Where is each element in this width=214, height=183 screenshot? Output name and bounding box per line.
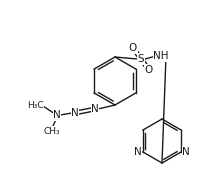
- Text: O: O: [145, 65, 153, 75]
- Text: NH: NH: [153, 51, 169, 61]
- Text: N: N: [134, 147, 142, 157]
- Text: N: N: [71, 108, 79, 118]
- Text: CH₃: CH₃: [44, 126, 60, 135]
- Text: N: N: [182, 147, 190, 157]
- Text: N: N: [91, 104, 99, 114]
- Text: S: S: [138, 54, 144, 64]
- Text: N: N: [53, 110, 61, 120]
- Text: O: O: [129, 43, 137, 53]
- Text: H₃C: H₃C: [27, 100, 43, 109]
